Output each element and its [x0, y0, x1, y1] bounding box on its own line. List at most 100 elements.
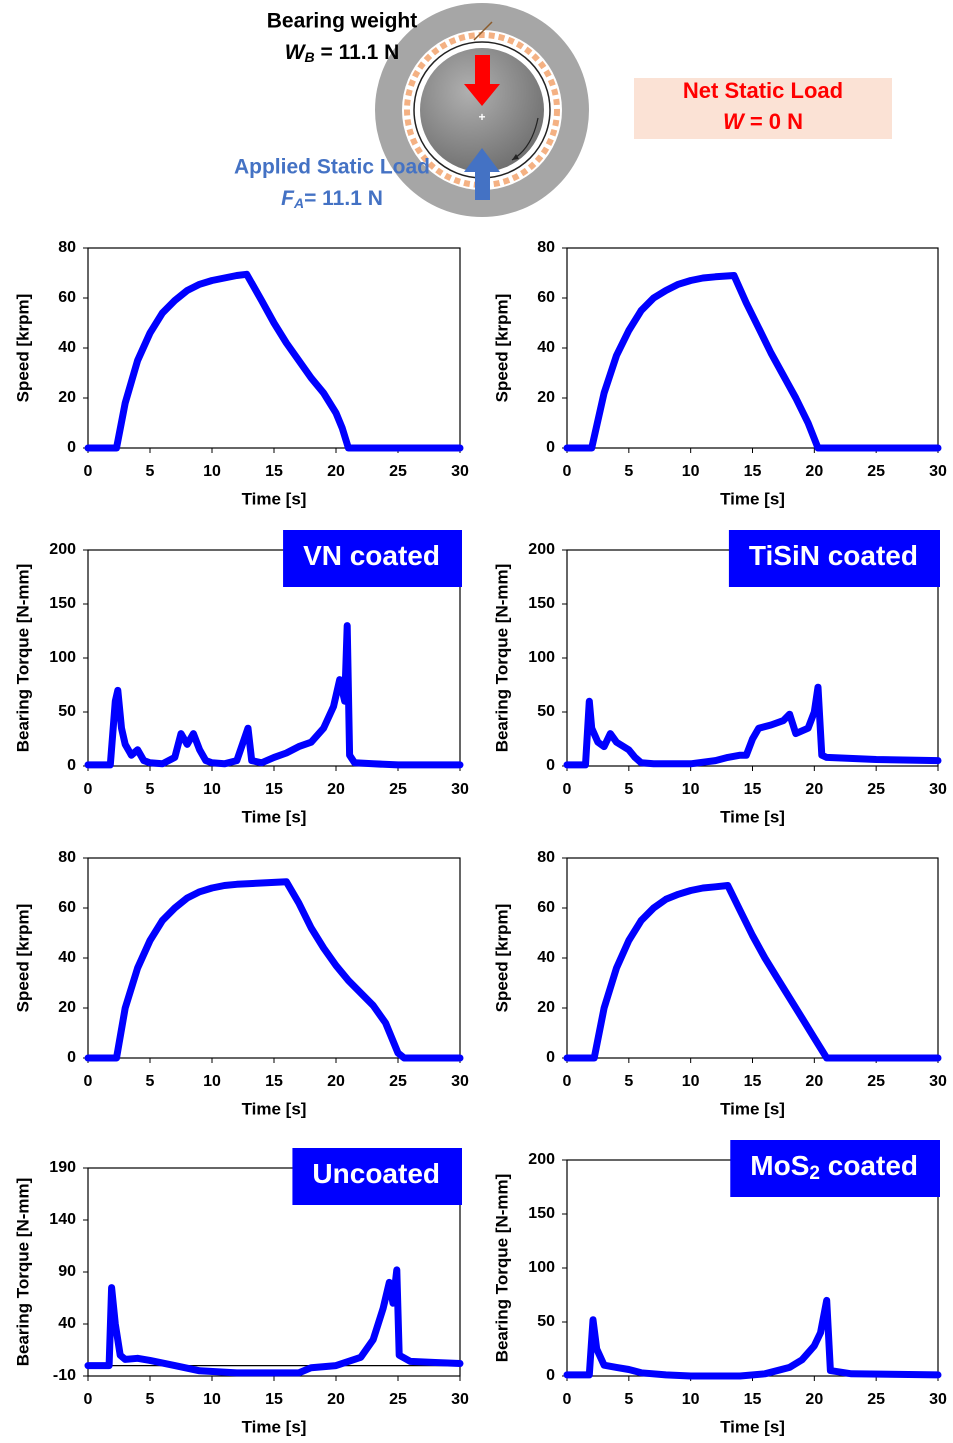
x-tick-label: 20: [327, 1391, 345, 1408]
chart-label: VN coated: [303, 540, 440, 571]
y-tick-label: 40: [537, 339, 555, 356]
y-tick-label: 150: [528, 595, 555, 612]
net-load-equation: W = 0 N: [723, 109, 803, 134]
y-tick-label: 40: [58, 949, 76, 966]
x-tick-label: 25: [867, 781, 885, 798]
plot-frame: [87, 857, 461, 1059]
x-tick-label: 0: [563, 1073, 572, 1090]
y-tick-label: 190: [49, 1159, 76, 1176]
x-tick-label: 20: [805, 1391, 823, 1408]
bearing-weight-label: Bearing weight: [267, 10, 418, 33]
chart: 0 5 10 15 20 25 30 0 50 100 150 200 Time [s] Bearing …: [492, 530, 947, 826]
x-tick-label: 5: [624, 463, 633, 480]
x-tick-label: 5: [146, 1391, 155, 1408]
x-axis-title: Time [s]: [720, 489, 785, 508]
x-tick-label: 30: [929, 463, 947, 480]
y-tick-label: 0: [67, 439, 76, 456]
x-tick-label: 5: [146, 781, 155, 798]
net-load-box: [634, 78, 892, 139]
y-tick-label: 80: [58, 849, 76, 866]
x-tick-label: 25: [867, 1073, 885, 1090]
x-tick-label: 15: [265, 463, 283, 480]
x-tick-label: 10: [682, 1073, 700, 1090]
x-axis-title: Time [s]: [720, 1417, 785, 1436]
y-axis-title: Speed [krpm]: [13, 904, 32, 1013]
y-axis-title: Bearing Torque [N-mm]: [13, 564, 32, 753]
x-tick-label: 25: [389, 1391, 407, 1408]
label-box: [283, 530, 462, 587]
y-tick-label: 20: [58, 999, 76, 1016]
chart: 0 5 10 15 20 25 30 0 20 40 60 80 Time [s] Speed [krpm…: [492, 849, 947, 1118]
x-axis-title: Time [s]: [242, 1417, 307, 1436]
chart-label: Uncoated: [312, 1158, 440, 1189]
y-tick-label: 60: [58, 899, 76, 916]
label-box: [292, 1148, 462, 1205]
equation: = 11.1 N: [315, 41, 400, 64]
x-tick-label: 15: [265, 1073, 283, 1090]
x-tick-label: 30: [451, 1073, 469, 1090]
x-tick-label: 10: [682, 1391, 700, 1408]
x-tick-label: 5: [624, 781, 633, 798]
bearing-weight-equation: WB = 11.1 N: [285, 41, 400, 65]
bearing-diagram: +: [375, 3, 892, 217]
symbol: W: [723, 109, 746, 134]
chart: 0 5 10 15 20 25 30 0 50 100 150 200 Time [s] Bearing …: [13, 530, 469, 826]
y-tick-label: 50: [537, 703, 555, 720]
equation: = 11.1 N: [304, 187, 383, 210]
x-axis-title: Time [s]: [242, 1099, 307, 1118]
x-tick-label: 25: [389, 463, 407, 480]
y-axis-title: Speed [krpm]: [492, 294, 511, 403]
x-tick-label: 30: [929, 781, 947, 798]
x-tick-label: 0: [84, 463, 93, 480]
label-box: [730, 1140, 940, 1197]
plot-frame: [87, 247, 461, 449]
x-tick-label: 25: [867, 1391, 885, 1408]
y-tick-label: 40: [537, 949, 555, 966]
y-tick-label: 100: [528, 1259, 555, 1276]
label-main: VN coated: [303, 540, 440, 571]
subscript: A: [293, 195, 304, 211]
y-tick-label: 20: [58, 389, 76, 406]
y-tick-label: 50: [537, 1313, 555, 1330]
x-tick-label: 20: [327, 1073, 345, 1090]
data-line: [84, 878, 464, 1062]
label-suffix: coated: [820, 1150, 918, 1181]
label-box: [728, 530, 940, 587]
x-tick-label: 15: [265, 781, 283, 798]
y-tick-label: 0: [67, 757, 76, 774]
net-load-label: Net Static Load: [683, 78, 843, 103]
x-tick-label: 20: [327, 781, 345, 798]
y-tick-label: 0: [546, 1049, 555, 1066]
y-tick-label: 20: [537, 389, 555, 406]
subscript: B: [305, 49, 315, 65]
data-line: [84, 622, 464, 769]
chart: 0 5 10 15 20 25 30 0 50 100 150 200 Time [s] Bearing …: [492, 1140, 947, 1436]
load-arrow: [464, 148, 500, 200]
y-tick-label: 140: [49, 1211, 76, 1228]
chart-label: TiSiN coated: [749, 540, 918, 571]
sensor-wire: [473, 21, 493, 41]
y-tick-label: 100: [49, 649, 76, 666]
chart: 0 5 10 15 20 25 30 -10 40 90 140 190 Time [s] Bearing…: [13, 1148, 469, 1436]
data-line: [84, 1266, 464, 1377]
chart: 0 5 10 15 20 25 30 0 20 40 60 80 Time [s] Speed [krpm…: [13, 849, 469, 1118]
y-tick-label: 0: [546, 1367, 555, 1384]
plot-frame: [566, 857, 939, 1059]
y-tick-label: 0: [546, 757, 555, 774]
x-axis-title: Time [s]: [242, 489, 307, 508]
y-tick-label: 0: [546, 439, 555, 456]
x-tick-label: 15: [744, 463, 762, 480]
y-tick-label: 80: [537, 239, 555, 256]
cage: [404, 32, 560, 188]
label-main: MoS: [750, 1150, 809, 1181]
data-line: [563, 882, 942, 1062]
x-tick-label: 20: [805, 1073, 823, 1090]
y-tick-label: 200: [528, 1151, 555, 1168]
x-tick-label: 20: [805, 781, 823, 798]
y-axis-title: Bearing Torque [N-mm]: [492, 564, 511, 753]
y-tick-label: 200: [49, 541, 76, 558]
data-line: [563, 683, 942, 769]
y-tick-label: 200: [528, 541, 555, 558]
x-axis-title: Time [s]: [720, 1099, 785, 1118]
